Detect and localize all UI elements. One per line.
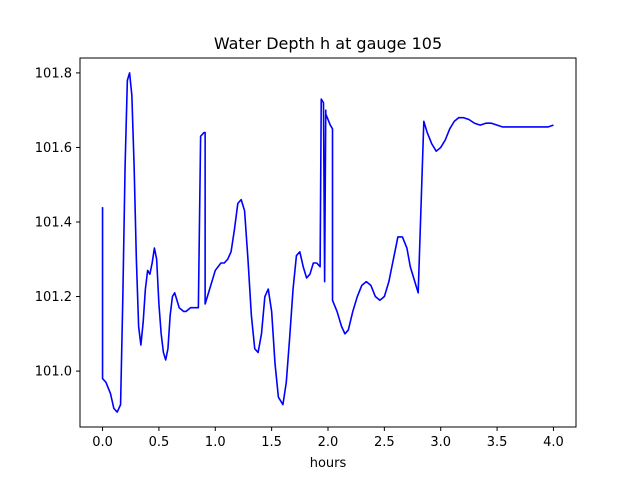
x-tick-label: 0.0 xyxy=(92,435,113,450)
y-tick-label: 101.2 xyxy=(35,290,72,305)
y-tick-label: 101.0 xyxy=(35,365,72,380)
y-axis-ticks: 101.0 101.2 101.4 101.6 101.8 xyxy=(35,66,80,380)
y-tick-label: 101.6 xyxy=(35,141,72,156)
x-tick-label: 1.0 xyxy=(205,435,226,450)
chart-title: Water Depth h at gauge 105 xyxy=(214,34,442,53)
x-axis-label: hours xyxy=(310,456,347,471)
x-tick-label: 0.5 xyxy=(149,435,170,450)
x-tick-label: 4.0 xyxy=(543,435,564,450)
x-tick-label: 3.0 xyxy=(430,435,451,450)
x-axis-ticks: 0.0 0.5 1.0 1.5 2.0 2.5 3.0 3.5 4.0 xyxy=(92,427,564,450)
plot-data-layer xyxy=(101,72,554,413)
y-tick-label: 101.4 xyxy=(35,216,72,231)
series-line-0 xyxy=(101,72,554,413)
x-tick-label: 2.5 xyxy=(374,435,395,450)
x-tick-label: 1.5 xyxy=(261,435,282,450)
y-tick-label: 101.8 xyxy=(35,66,72,81)
x-tick-label: 3.5 xyxy=(487,435,508,450)
x-tick-label: 2.0 xyxy=(318,435,339,450)
